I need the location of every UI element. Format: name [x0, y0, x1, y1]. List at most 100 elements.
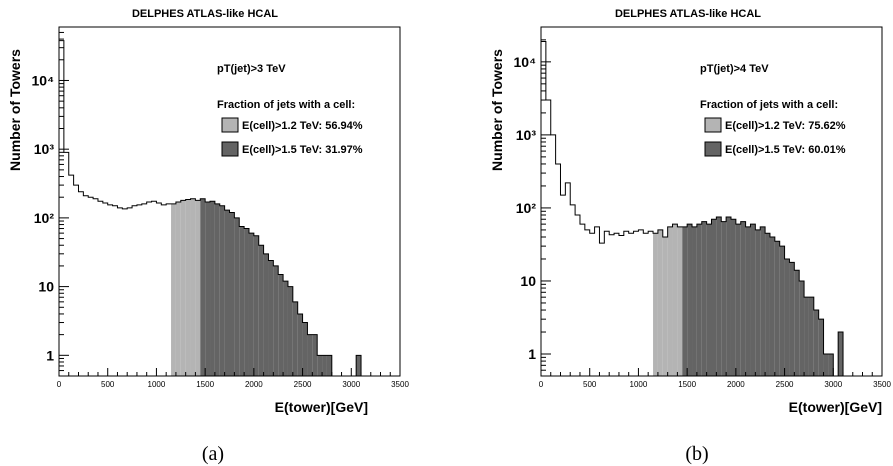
x-tick-label: 2000 — [727, 380, 745, 389]
bar-series-2 — [711, 219, 717, 376]
bar-series-2 — [804, 297, 809, 376]
bar-series-2 — [721, 221, 727, 376]
legend-swatch — [704, 117, 722, 133]
bar-series-2 — [312, 334, 318, 376]
bar-series-2 — [297, 313, 303, 376]
bar-series-2 — [219, 205, 225, 376]
y-tick-label: 10⁴ — [32, 72, 55, 88]
x-tick-label: 3500 — [873, 380, 891, 389]
bar-series-2 — [278, 274, 284, 376]
legend-swatch — [704, 141, 722, 157]
legend-entry-label: E(cell)>1.2 TeV: 56.94% — [242, 120, 363, 132]
bar-series-2 — [200, 198, 206, 376]
bar-series-2 — [307, 334, 313, 376]
bar-series-2 — [292, 301, 298, 376]
y-tick-label: 1 — [528, 346, 536, 362]
y-axis-label: Number of Towers — [489, 49, 505, 171]
x-tick-label: 3500 — [391, 380, 409, 389]
bar-series-1 — [171, 203, 176, 376]
bar-series-2 — [716, 217, 722, 376]
bar-series-2 — [258, 245, 264, 376]
bar-series-2 — [317, 355, 323, 376]
x-axis-label: E(tower)[GeV] — [275, 399, 368, 415]
x-tick-label: 1000 — [148, 380, 166, 389]
legend-title: Fraction of jets with a cell: — [700, 99, 838, 111]
chart-title: DELPHES ATLAS-like HCAL — [132, 8, 278, 20]
bar-series-1 — [180, 200, 186, 376]
legend: E(cell)>1.2 TeV: 56.94% E(cell)>1.5 TeV: … — [221, 117, 363, 157]
bar-series-1 — [672, 224, 678, 376]
histogram-outline — [58, 40, 362, 376]
bar-series-2 — [745, 226, 751, 376]
y-tick-label: 10² — [516, 200, 537, 216]
bar-series-2 — [789, 262, 795, 376]
chart-panel-a: DELPHES ATLAS-like HCAL Number of Towers… — [7, 8, 409, 465]
bar-series-2 — [726, 217, 731, 376]
x-tick-label: 3000 — [824, 380, 842, 389]
x-tick-label: 0 — [57, 380, 62, 389]
bar-series-2 — [302, 322, 308, 376]
bar-series-2 — [248, 233, 254, 376]
bar-series-2 — [273, 265, 279, 376]
bar-series-1 — [657, 229, 663, 376]
legend-swatch — [221, 141, 239, 157]
bar-series-1 — [677, 226, 683, 376]
bar-series-2 — [682, 226, 688, 376]
y-tick-label: 10³ — [34, 141, 55, 157]
bar-series-2 — [326, 355, 332, 376]
annotation-text: pT(jet)>4 TeV — [700, 63, 769, 75]
bar-series-2 — [730, 219, 736, 376]
bar-series-1 — [195, 200, 201, 376]
bar-series-2 — [765, 233, 770, 376]
bar-series-1 — [662, 236, 668, 376]
bar-series-2 — [828, 354, 834, 376]
plot-frame — [58, 26, 401, 377]
bar-series-2 — [838, 332, 844, 376]
bar-series-2 — [818, 319, 824, 376]
bar-series-2 — [356, 355, 362, 376]
bar-series-2 — [784, 258, 790, 376]
legend: E(cell)>1.2 TeV: 75.62% E(cell)>1.5 TeV: … — [704, 117, 846, 157]
bar-series-1 — [175, 202, 181, 376]
bar-series-1 — [653, 233, 658, 376]
bar-series-2 — [735, 224, 741, 376]
bar-series-2 — [205, 202, 211, 376]
bar-series-2 — [239, 226, 245, 376]
bar-series-2 — [701, 221, 707, 376]
x-tick-label: 500 — [101, 380, 115, 389]
legend-entry-label: E(cell)>1.5 TeV: 31.97% — [242, 144, 363, 156]
chart-panel-b: DELPHES ATLAS-like HCAL Number of Towers… — [489, 8, 891, 465]
x-tick-label: 1500 — [678, 380, 696, 389]
bar-series-2 — [692, 226, 697, 376]
x-tick-label: 3000 — [342, 380, 360, 389]
bar-series-2 — [696, 224, 702, 376]
bar-series-2 — [263, 253, 269, 376]
plot-frame — [540, 26, 883, 377]
caption: (b) — [685, 443, 708, 465]
bar-series-2 — [794, 270, 800, 376]
bar-series-2 — [287, 286, 293, 376]
x-tick-label: 1000 — [630, 380, 648, 389]
bar-series-2 — [799, 280, 805, 376]
bar-series-2 — [283, 281, 288, 376]
x-tick-label: 0 — [539, 380, 544, 389]
y-axis-label: Number of Towers — [7, 49, 23, 171]
bar-series-2 — [253, 235, 259, 376]
bar-series-2 — [740, 221, 746, 376]
bar-series-2 — [808, 297, 814, 376]
bar-series-2 — [210, 201, 215, 376]
bar-series-1 — [185, 199, 191, 376]
bar-series-2 — [779, 246, 785, 376]
bar-series-2 — [706, 224, 712, 376]
y-tick-label: 10⁴ — [514, 54, 537, 70]
legend-title: Fraction of jets with a cell: — [217, 99, 355, 111]
bar-series-2 — [224, 210, 230, 376]
x-tick-label: 2500 — [294, 380, 312, 389]
y-tick-label: 10 — [520, 273, 536, 289]
bar-series-2 — [750, 224, 756, 376]
bar-series-2 — [755, 229, 761, 376]
bar-series-2 — [322, 355, 327, 376]
bar-series-2 — [214, 203, 220, 376]
bar-series-1 — [667, 226, 673, 376]
caption: (a) — [202, 443, 224, 465]
